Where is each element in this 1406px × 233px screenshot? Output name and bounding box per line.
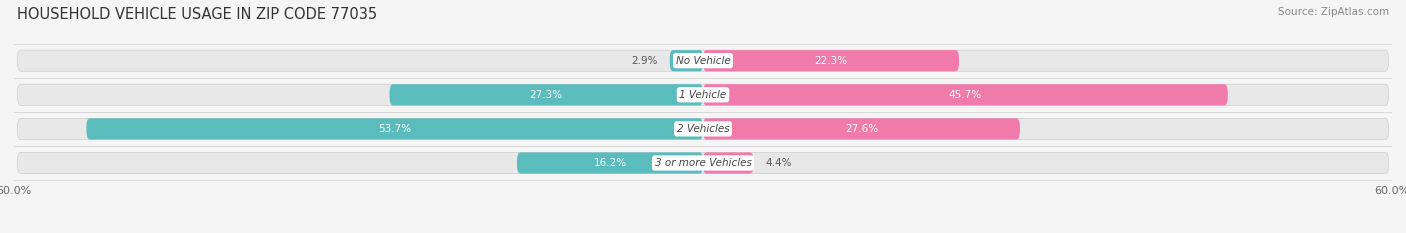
FancyBboxPatch shape xyxy=(669,50,703,71)
FancyBboxPatch shape xyxy=(517,152,703,174)
Text: 27.3%: 27.3% xyxy=(530,90,562,100)
Text: 2.9%: 2.9% xyxy=(631,56,658,66)
FancyBboxPatch shape xyxy=(17,152,1389,174)
Text: 22.3%: 22.3% xyxy=(814,56,848,66)
Text: 45.7%: 45.7% xyxy=(949,90,981,100)
Legend: Owner-occupied, Renter-occupied: Owner-occupied, Renter-occupied xyxy=(586,230,820,233)
FancyBboxPatch shape xyxy=(703,50,959,71)
Text: 1 Vehicle: 1 Vehicle xyxy=(679,90,727,100)
FancyBboxPatch shape xyxy=(17,84,1389,105)
Text: No Vehicle: No Vehicle xyxy=(676,56,730,66)
FancyBboxPatch shape xyxy=(17,118,1389,140)
Text: HOUSEHOLD VEHICLE USAGE IN ZIP CODE 77035: HOUSEHOLD VEHICLE USAGE IN ZIP CODE 7703… xyxy=(17,7,377,22)
Text: 3 or more Vehicles: 3 or more Vehicles xyxy=(655,158,751,168)
FancyBboxPatch shape xyxy=(389,84,703,105)
Text: 16.2%: 16.2% xyxy=(593,158,627,168)
FancyBboxPatch shape xyxy=(703,84,1227,105)
Text: 4.4%: 4.4% xyxy=(765,158,792,168)
FancyBboxPatch shape xyxy=(703,118,1019,140)
FancyBboxPatch shape xyxy=(703,152,754,174)
FancyBboxPatch shape xyxy=(17,50,1389,71)
Text: 27.6%: 27.6% xyxy=(845,124,877,134)
Text: 53.7%: 53.7% xyxy=(378,124,412,134)
FancyBboxPatch shape xyxy=(86,118,703,140)
Text: 2 Vehicles: 2 Vehicles xyxy=(676,124,730,134)
Text: Source: ZipAtlas.com: Source: ZipAtlas.com xyxy=(1278,7,1389,17)
